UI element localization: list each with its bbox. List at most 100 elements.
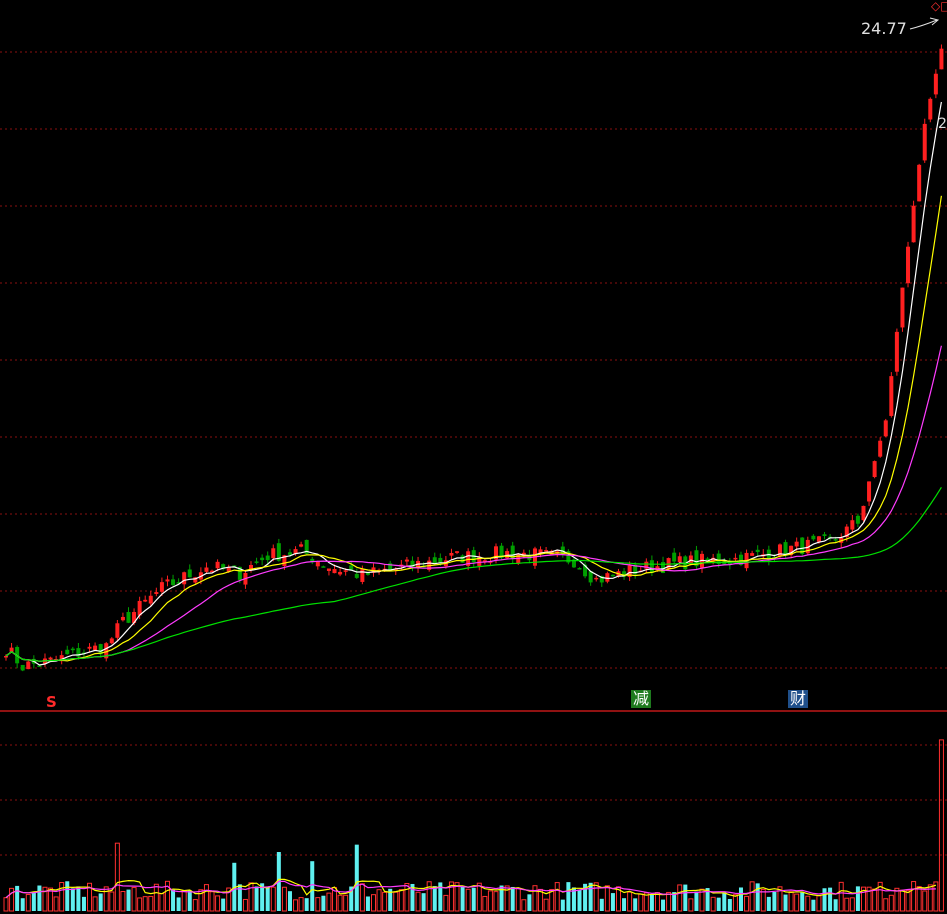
volume-bar — [48, 887, 54, 912]
candle-body — [716, 553, 721, 564]
candle-body — [59, 655, 64, 662]
volume-bar — [326, 892, 332, 912]
volume-bar — [688, 898, 694, 912]
volume-bar — [566, 882, 571, 911]
volume-bar — [382, 891, 388, 912]
candle-body — [655, 566, 660, 571]
candle-body — [287, 552, 292, 555]
volume-bar — [899, 889, 905, 912]
volume-bar — [321, 895, 326, 911]
candle-body — [705, 558, 710, 561]
candle-body — [733, 557, 738, 560]
volume-bar — [855, 886, 860, 911]
volume-bar — [131, 887, 137, 912]
volume-bar — [187, 890, 192, 911]
volume-bar — [744, 895, 750, 912]
candle-body — [321, 566, 326, 568]
candle-body — [672, 552, 677, 562]
volume-bar — [877, 881, 883, 912]
candle-body — [605, 573, 610, 582]
candle-body — [505, 551, 510, 559]
volume-bar — [42, 886, 48, 912]
candle-body — [276, 543, 281, 561]
candle-body — [148, 595, 153, 604]
volume-bar — [265, 887, 270, 911]
candle-body — [326, 568, 331, 571]
candle-body — [310, 558, 315, 563]
candle-body — [315, 561, 320, 567]
candle-body — [622, 571, 627, 577]
volume-bar — [510, 886, 515, 911]
volume-bar — [760, 888, 766, 912]
candle-body — [404, 559, 409, 562]
candle-body — [599, 576, 604, 583]
volume-bar — [694, 891, 699, 911]
candle-body — [933, 73, 938, 95]
volume-bar — [738, 887, 743, 911]
volume-bar — [92, 896, 98, 912]
moving-averages — [5, 101, 942, 666]
candle-body — [109, 638, 114, 644]
volume-bar — [716, 897, 721, 911]
candle-body — [104, 643, 109, 659]
volume-bar — [916, 886, 922, 912]
candle-body — [750, 553, 755, 556]
volume-bar — [521, 899, 527, 912]
volume-bar — [571, 887, 576, 911]
volume-bar — [643, 892, 649, 912]
volume-bar — [31, 892, 36, 911]
volume-bar — [666, 891, 672, 912]
volume-bar — [53, 896, 59, 912]
volume-bar — [927, 884, 933, 912]
candle-body — [644, 561, 649, 569]
volume-bar — [938, 739, 944, 912]
candle-body — [365, 572, 370, 575]
candle-body — [466, 551, 471, 566]
volume-bar — [866, 886, 872, 912]
candle-body — [193, 577, 198, 583]
candle-body — [237, 566, 242, 580]
candle-body — [928, 98, 933, 120]
candle-body — [271, 548, 276, 559]
candle-body — [583, 564, 588, 577]
candle-body — [922, 123, 927, 161]
volume-bar — [215, 895, 221, 912]
price-gridlines — [0, 51, 947, 669]
volume-bar — [633, 898, 638, 911]
volume-bar — [649, 893, 654, 911]
candle-body — [260, 557, 265, 561]
volume-bar — [454, 882, 460, 912]
volume-bar — [844, 897, 850, 912]
financial-report-marker[interactable]: 财 — [788, 689, 809, 708]
volume-bar — [911, 881, 917, 912]
volume-bar — [15, 885, 20, 911]
candle-body — [861, 505, 866, 521]
candle-body — [594, 577, 599, 580]
candle-body — [627, 565, 632, 577]
candle-body — [232, 565, 237, 568]
reduce-holding-marker[interactable]: 减 — [631, 689, 652, 708]
volume-bar — [683, 884, 688, 911]
candle-body — [98, 644, 103, 655]
volume-bar — [388, 888, 393, 911]
volume-bar — [120, 891, 126, 912]
volume-bar — [833, 899, 838, 911]
candle-body — [755, 549, 760, 553]
candle-body — [588, 571, 593, 583]
volume-bar — [777, 886, 783, 912]
volume-bar — [87, 882, 93, 912]
candle-body — [388, 563, 393, 570]
candle-body — [349, 565, 354, 571]
candle-body — [221, 564, 226, 569]
candle-body — [800, 537, 805, 554]
candle-body — [844, 526, 849, 538]
candle-body — [26, 661, 31, 670]
candle-body — [338, 571, 343, 575]
volume-bar — [293, 899, 299, 912]
candle-body — [878, 440, 883, 457]
candle-body — [9, 647, 14, 652]
volume-bar — [176, 897, 181, 911]
share-event-marker[interactable]: S — [46, 693, 57, 711]
candle-body — [911, 205, 916, 243]
